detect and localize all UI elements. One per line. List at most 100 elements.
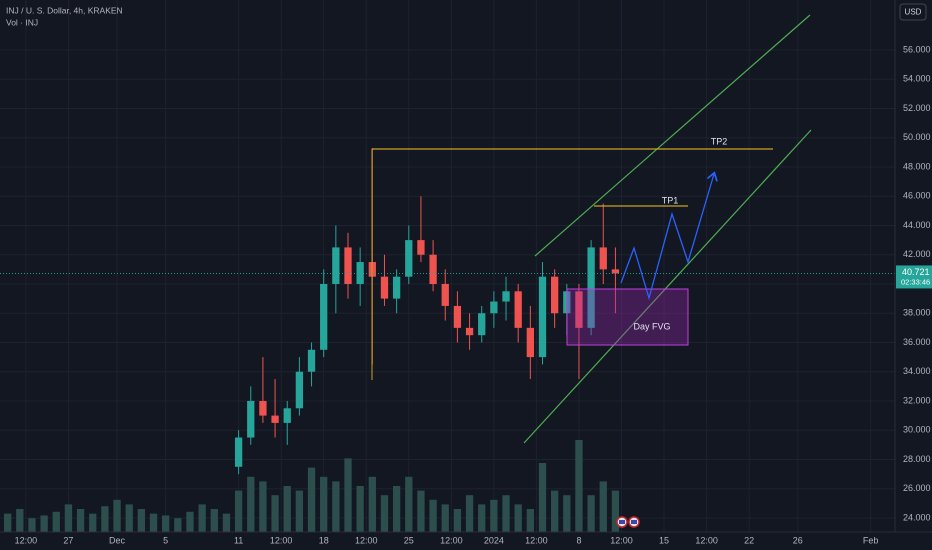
currency-button[interactable] [899,3,927,21]
chart-title: INJ / U. S. Dollar, 4h, KRAKEN [6,5,123,15]
candle-body [599,247,607,270]
volume-bar [271,495,279,532]
x-tick-label: 12:00 [15,535,38,545]
candle-body [551,276,559,314]
candle-body [392,276,401,299]
volume-bar [514,504,522,532]
axis-labels: 24.000 26.000 28.000 30.000 32.000 34.000 36.0… [15,44,932,545]
volume-bar [563,495,571,532]
volume-bar [137,509,146,532]
volume-bar [113,499,121,532]
volume-bar [417,490,425,532]
volume-bar [89,513,97,532]
candle-body [478,313,486,336]
volume-bar [392,486,401,532]
volume-bar [380,495,389,532]
candle-body [380,276,389,299]
volume-bar [453,509,462,532]
volume-bar [368,476,376,532]
currency[interactable]: USD [905,8,922,17]
x-tick-label: 18 [319,535,329,545]
candle-body [587,247,595,328]
candle-body [429,254,437,284]
candle-body [405,240,413,277]
tp2-label: TP2 [711,136,728,146]
candles [234,147,620,475]
x-tick-label: 12:00 [610,535,633,545]
volume-bar [198,504,206,532]
y-tick-label: 48.000 [903,161,931,171]
candle-body [611,269,620,274]
x-tick-label: 5 [163,535,168,545]
candle-body [441,283,449,306]
y-tick-label: 50.000 [903,132,931,142]
x-tick-label: 15 [659,535,669,545]
volume-bar [295,490,304,532]
volume-bars [4,440,620,532]
volume-bar [526,509,534,532]
candle-body [502,291,510,302]
y-tick-label: 42.000 [903,249,931,259]
volume-bar [4,513,12,532]
y-tick-label: 46.000 [903,191,931,201]
volume-bar [64,504,73,532]
fvg-box [566,288,689,346]
volume-bar [332,481,340,532]
candle-body [283,408,291,423]
volume-bar [587,495,595,532]
candle-body [247,400,255,438]
volume-bar [307,467,316,532]
volume-bar [259,481,267,532]
volume-bar [478,504,486,532]
y-tick-label: 36.000 [903,337,931,347]
volume-bar [599,481,607,532]
countdown: 02:33:46 [901,277,930,286]
x-tick-label: 12:00 [355,535,378,545]
volume-bar [283,486,291,532]
volume-bar [186,511,194,532]
y-tick-label: 54.000 [903,74,931,84]
volume-bar [40,515,48,532]
event-icons [616,516,640,528]
last-price-box [896,265,932,289]
candle-body [526,327,534,358]
candle-body [453,305,462,328]
candle-body [575,291,583,328]
y-tick-label: 38.000 [903,308,931,318]
candle-body [417,240,425,255]
volume-bar [52,511,60,532]
y-tick-label: 26.000 [903,483,931,493]
volume-bar [247,476,255,532]
candle-body [234,437,243,467]
candle-body [465,327,474,336]
chart-subtitle: Vol · INJ [6,17,38,27]
x-tick-label: Dec [109,535,126,545]
channel-lower [523,129,812,444]
volume-bar [441,504,449,532]
volume-bar [502,495,510,532]
volume-bar [405,476,413,532]
volume-bar [429,499,437,532]
event-icon-detail [619,520,625,524]
volume-bar [101,506,109,532]
y-tick-label: 34.000 [903,366,931,376]
candle-body [356,262,364,284]
x-tick-label: 25 [404,535,414,545]
candle-body [271,415,279,423]
volume-bar [611,490,620,532]
x-tick-label: 2024 [484,535,504,545]
volume-bar [320,476,328,532]
y-tick-label: 56.000 [903,44,931,54]
candle-body [514,291,522,328]
volume-bar [125,504,133,532]
fvg-label: Day FVG [633,321,670,331]
x-tick-label: 27 [63,535,73,545]
candle-body [320,283,328,350]
volume-bar [210,509,218,532]
volume-bar [76,509,85,532]
x-tick-label: 12:00 [525,535,548,545]
tp1-label: TP1 [662,195,679,205]
x-tick-label: 12:00 [270,535,293,545]
